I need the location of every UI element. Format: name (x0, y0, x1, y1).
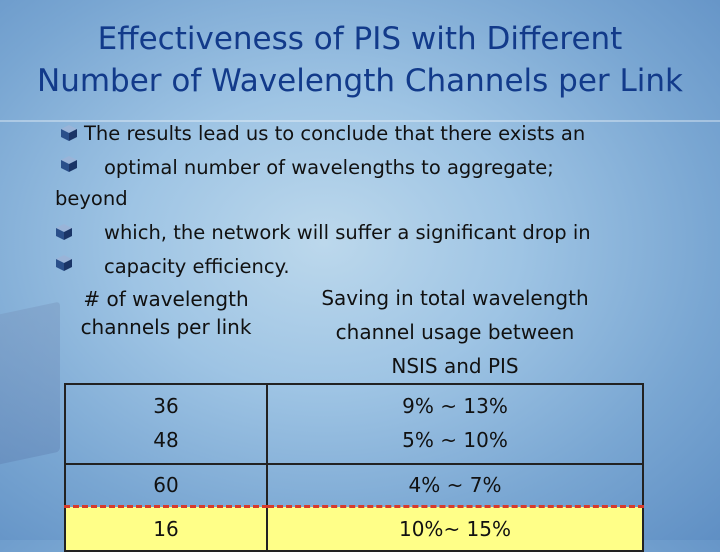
cube-bullet-icon (56, 224, 72, 240)
cube-bullet-icon (61, 125, 77, 141)
bullet-line-4: which, the network will suffer a signifi… (104, 221, 591, 244)
cell-channels-value: 48 (153, 428, 179, 452)
bullet-line-2: optimal number of wavelengths to aggrega… (104, 156, 554, 179)
cell-saving: 9% ~ 13% 5% ~ 10% (266, 383, 644, 464)
cell-saving-value: 5% ~ 10% (402, 428, 508, 452)
header-channels-line-1: # of wavelength (83, 287, 249, 311)
table-row: 36 48 9% ~ 13% 5% ~ 10% (64, 383, 644, 464)
header-saving-line-2: channel usage between (335, 320, 575, 344)
bullet-line-5: capacity efficiency. (104, 255, 290, 278)
cell-channels: 60 (64, 463, 268, 507)
cell-channels: 16 (64, 505, 268, 552)
slide-title-line-2: Number of Wavelength Channels per Link (37, 63, 683, 99)
cell-channels-value: 36 (153, 394, 179, 418)
cell-channels: 36 48 (64, 383, 268, 464)
cell-saving-value: 9% ~ 13% (402, 394, 508, 418)
cell-saving: 10%~ 15% (266, 505, 644, 552)
slide-title-line-1: Effectiveness of PIS with Different (97, 21, 623, 57)
table-row-highlighted: 16 10%~ 15% (64, 505, 644, 552)
header-saving-line-1: Saving in total wavelength (321, 286, 589, 310)
table-header-row: # of wavelength channels per link Saving… (65, 281, 643, 384)
results-table: # of wavelength channels per link Saving… (64, 281, 644, 552)
header-channels: # of wavelength channels per link (65, 281, 267, 384)
cube-bullet-icon (61, 156, 77, 172)
background-divider-line (0, 120, 720, 122)
bullet-line-1: The results lead us to conclude that the… (84, 122, 586, 145)
cell-saving: 4% ~ 7% (266, 463, 644, 507)
header-saving-line-3: NSIS and PIS (391, 354, 519, 378)
cube-bullet-icon (56, 255, 72, 271)
header-saving: Saving in total wavelength channel usage… (267, 281, 643, 384)
slide-title: Effectiveness of PIS with Different Numb… (0, 18, 720, 102)
bullet-line-3: beyond (55, 187, 128, 210)
background-laptop-graphic (0, 301, 60, 469)
table-row: 60 4% ~ 7% (64, 463, 644, 507)
header-channels-line-2: channels per link (80, 315, 252, 339)
